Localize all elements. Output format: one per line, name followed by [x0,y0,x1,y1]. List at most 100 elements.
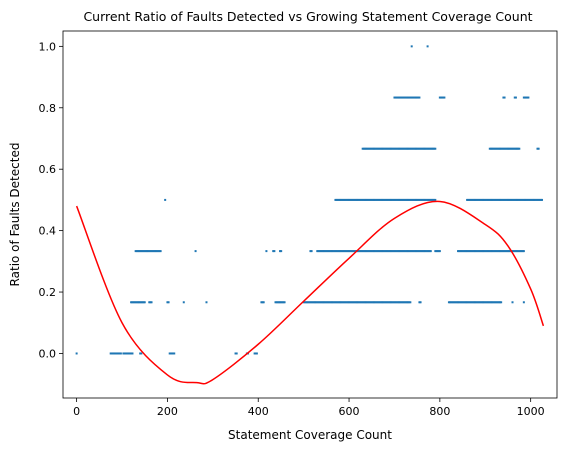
scatter-point [412,250,415,253]
scatter-point [511,198,514,201]
scatter-point [331,250,334,253]
scatter-point [131,352,134,355]
scatter-point [135,301,138,304]
scatter-point [483,198,486,201]
scatter-point [387,250,390,253]
scatter-point [350,198,353,201]
scatter-point [409,96,412,99]
scatter-point [516,250,519,253]
scatter-point [140,250,143,253]
scatter-point [492,198,495,201]
scatter-point [415,147,418,150]
scatter-point [205,301,208,304]
scatter-point [405,301,408,304]
scatter-point [351,250,354,253]
scatter-point [357,301,360,304]
x-tick-label: 600 [339,405,360,418]
scatter-point [352,301,355,304]
scatter-point [379,198,382,201]
scatter-point [376,250,379,253]
scatter-point [384,250,387,253]
scatter-point [279,301,282,304]
scatter-point [374,250,377,253]
scatter-point [461,250,464,253]
scatter-point [329,250,332,253]
scatter-point [500,147,503,150]
scatter-point [495,147,498,150]
scatter-point [361,250,364,253]
scatter-point [329,301,332,304]
scatter-point [464,301,467,304]
scatter-point [487,250,490,253]
scatter-point [391,198,394,201]
scatter-point [484,301,487,304]
scatter-point [489,147,492,150]
scatter-point [429,198,432,201]
scatter-point [401,147,404,150]
scatter-point [275,301,278,304]
scatter-point [344,198,347,201]
scatter-point [342,198,345,201]
scatter-point [413,96,416,99]
scatter-point [130,352,133,355]
scatter-point [383,147,386,150]
scatter-point [366,198,369,201]
scatter-point [373,198,376,201]
scatter-point [505,250,508,253]
scatter-point [336,250,339,253]
scatter-point [392,250,395,253]
scatter-point [393,147,396,150]
scatter-point [502,198,505,201]
scatter-point [428,198,431,201]
scatter-point [502,96,505,99]
scatter-point [419,147,422,150]
scatter-point [337,198,340,201]
scatter-point [173,352,176,355]
scatter-point [474,250,477,253]
scatter-point [396,96,399,99]
scatter-point [317,250,320,253]
scatter-point [272,250,275,253]
scatter-point [385,198,388,201]
scatter-point [148,250,151,253]
scatter-point [326,301,329,304]
scatter-point [516,147,519,150]
scatter-point [489,301,492,304]
scatter-point [354,198,357,201]
scatter-point [390,301,393,304]
scatter-point [355,301,358,304]
scatter-point [491,198,494,201]
scatter-point [386,198,389,201]
scatter-point [407,250,410,253]
scatter-point [352,250,355,253]
scatter-point [428,147,431,150]
scatter-point [400,96,403,99]
scatter-point [394,301,397,304]
scatter-point [365,198,368,201]
scatter-point [508,147,511,150]
scatter-point [274,301,277,304]
scatter-point [497,147,500,150]
scatter-point [378,147,381,150]
scatter-point [363,147,366,150]
scatter-point [366,301,369,304]
scatter-point [182,301,185,304]
scatter-point [476,250,479,253]
scatter-point [385,250,388,253]
scatter-point [345,198,348,201]
scatter-point [403,301,406,304]
scatter-point [536,198,539,201]
scatter-point [422,147,425,150]
scatter-point [373,250,376,253]
scatter-point [469,198,472,201]
scatter-point [466,250,469,253]
scatter-point [139,352,142,355]
scatter-point [399,301,402,304]
scatter-point [334,198,337,201]
scatter-point [143,301,146,304]
scatter-point [134,250,137,253]
scatter-point [158,250,161,253]
scatter-point [425,250,428,253]
scatter-point [279,250,282,253]
scatter-point [370,250,373,253]
